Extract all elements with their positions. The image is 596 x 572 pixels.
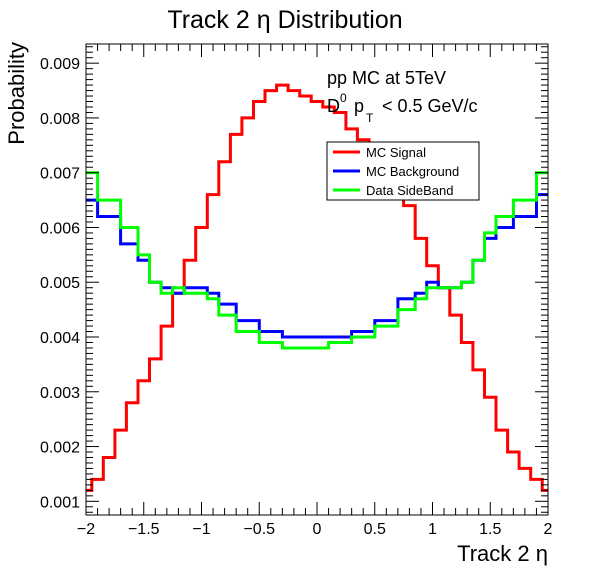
x-tick-label: −0.5 bbox=[243, 521, 275, 538]
annotation-p: p bbox=[354, 96, 364, 116]
annotation-line-1: pp MC at 5TeV bbox=[327, 68, 446, 88]
y-tick-label: 0.006 bbox=[40, 220, 80, 237]
legend-label: MC Background bbox=[366, 164, 459, 179]
y-axis-label: Probability bbox=[4, 42, 29, 145]
y-tick-label: 0.004 bbox=[40, 330, 80, 347]
x-tick-label: 2 bbox=[544, 521, 553, 538]
x-tick-label: 1.5 bbox=[479, 521, 501, 538]
y-tick-label: 0.009 bbox=[40, 56, 80, 73]
x-axis-label: Track 2 η bbox=[457, 541, 548, 566]
y-tick-label: 0.005 bbox=[40, 275, 80, 292]
annotation-t-subscript: T bbox=[366, 111, 374, 125]
x-tick-label: −2 bbox=[77, 521, 95, 538]
y-tick-label: 0.007 bbox=[40, 166, 80, 183]
annotation-pt-cut: < 0.5 GeV/c bbox=[382, 96, 478, 116]
chart-title: Track 2 η Distribution bbox=[167, 6, 402, 34]
y-tick-label: 0.001 bbox=[40, 494, 80, 511]
annotation-d-meson: D bbox=[327, 96, 340, 116]
legend: MC Signal MC Background Data SideBand bbox=[327, 142, 479, 200]
legend-label: Data SideBand bbox=[366, 183, 453, 198]
legend-label: MC Signal bbox=[366, 145, 426, 160]
x-tick-label: −1 bbox=[192, 521, 210, 538]
x-tick-label: −1.5 bbox=[128, 521, 160, 538]
x-tick-label: 0 bbox=[313, 521, 322, 538]
y-tick-label: 0.003 bbox=[40, 385, 80, 402]
y-tick-label: 0.008 bbox=[40, 111, 80, 128]
annotation-d-superscript: 0 bbox=[340, 91, 347, 105]
x-tick-label: 1 bbox=[428, 521, 437, 538]
x-tick-label: 0.5 bbox=[364, 521, 386, 538]
y-tick-label: 0.002 bbox=[40, 440, 80, 457]
